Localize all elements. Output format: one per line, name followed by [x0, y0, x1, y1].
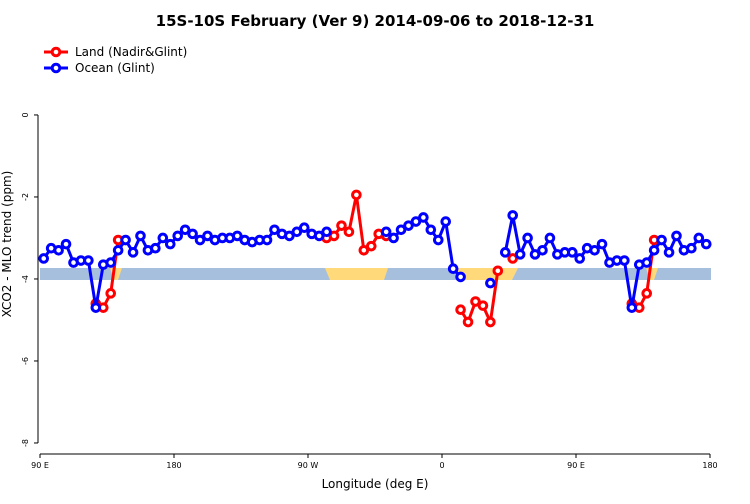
- data-point: [135, 230, 146, 242]
- data-point: [418, 212, 429, 223]
- data-point: [269, 224, 280, 236]
- legend-marker: [50, 46, 62, 58]
- data-point: [336, 220, 347, 231]
- data-point: [641, 288, 653, 299]
- data-point: [648, 244, 660, 256]
- data-point: [440, 216, 452, 227]
- data-point: [343, 226, 355, 238]
- data-point: [485, 316, 496, 328]
- data-point: [328, 230, 340, 242]
- x-tick-label: 180: [166, 461, 181, 470]
- x-tick-label: 180: [702, 461, 717, 470]
- data-point: [566, 247, 578, 258]
- data-point: [447, 263, 459, 275]
- data-point: [157, 232, 169, 244]
- data-point: [693, 232, 705, 244]
- data-point: [589, 244, 600, 256]
- x-tick-label: 90 E: [31, 461, 49, 470]
- data-point: [537, 244, 548, 256]
- data-point: [231, 230, 243, 242]
- data-point: [127, 247, 139, 258]
- y-tick-label: -4: [21, 275, 30, 283]
- data-point: [164, 238, 176, 250]
- data-point: [388, 232, 399, 244]
- x-tick-label: 90 E: [567, 461, 585, 470]
- data-point: [574, 253, 586, 264]
- data-point: [120, 234, 131, 246]
- x-tick-label: 90 W: [298, 461, 319, 470]
- data-point: [507, 253, 519, 264]
- data-point: [499, 247, 511, 258]
- surface-mask: [40, 268, 711, 280]
- data-point: [38, 253, 50, 264]
- legend-label: Ocean (Glint): [75, 61, 155, 75]
- y-tick-label: -8: [21, 439, 30, 447]
- y-axis-label: XCO2 - MLO trend (ppm): [0, 171, 14, 318]
- data-point: [686, 242, 697, 254]
- data-point: [485, 277, 496, 289]
- data-point: [529, 249, 541, 260]
- data-point: [202, 230, 213, 242]
- data-point: [321, 226, 332, 238]
- data-point: [671, 230, 682, 242]
- data-point: [596, 238, 608, 250]
- data-point: [284, 230, 295, 242]
- legend-label: Land (Nadir&Glint): [75, 45, 187, 59]
- data-point: [403, 220, 414, 231]
- data-point: [380, 226, 392, 238]
- data-point: [298, 222, 310, 234]
- data-point: [112, 244, 124, 256]
- data-point: [522, 232, 533, 244]
- data-point: [492, 265, 504, 277]
- y-tick-label: -6: [21, 357, 30, 365]
- data-point: [90, 302, 102, 313]
- data-point: [194, 234, 206, 246]
- y-tick-label: 0: [21, 112, 30, 117]
- data-point: [656, 234, 667, 246]
- data-point: [477, 300, 489, 311]
- data-point: [53, 244, 64, 256]
- data-point: [83, 255, 94, 266]
- data-point: [365, 240, 377, 252]
- data-point: [351, 189, 362, 201]
- data-point: [425, 224, 437, 236]
- data-point: [455, 304, 466, 316]
- data-point: [395, 224, 407, 236]
- data-point: [462, 316, 474, 328]
- x-tick-label: 0: [439, 461, 444, 470]
- data-point: [358, 244, 370, 256]
- data-point: [544, 232, 556, 244]
- x-axis-label: Longitude (deg E): [322, 477, 429, 491]
- data-point: [432, 234, 444, 246]
- data-point: [455, 271, 466, 283]
- data-point: [410, 216, 422, 227]
- land-band: [325, 268, 388, 280]
- data-point: [261, 234, 273, 246]
- data-point: [641, 257, 653, 268]
- data-point: [172, 230, 184, 242]
- data-point: [105, 257, 117, 268]
- data-point: [514, 249, 526, 260]
- data-point: [663, 247, 675, 258]
- data-point: [291, 226, 303, 238]
- data-point: [700, 238, 712, 250]
- data-point: [507, 210, 519, 221]
- data-point: [179, 224, 191, 236]
- data-point: [619, 255, 630, 266]
- data-point: [105, 288, 117, 299]
- plot-area: [38, 189, 712, 328]
- data-point: [626, 302, 638, 313]
- legend: Land (Nadir&Glint) Ocean (Glint): [44, 45, 187, 75]
- legend-marker: [50, 62, 62, 74]
- data-point: [470, 296, 481, 307]
- chart-title: 15S-10S February (Ver 9) 2014-09-06 to 2…: [156, 12, 595, 30]
- data-point: [187, 228, 198, 240]
- data-point: [60, 238, 72, 250]
- data-point: [150, 242, 161, 254]
- axes: -8 -6 -4 -2 0 90 E 180 90 W 0 90 E 180: [21, 112, 718, 470]
- data-point: [313, 230, 325, 242]
- y-tick-label: -2: [21, 193, 30, 201]
